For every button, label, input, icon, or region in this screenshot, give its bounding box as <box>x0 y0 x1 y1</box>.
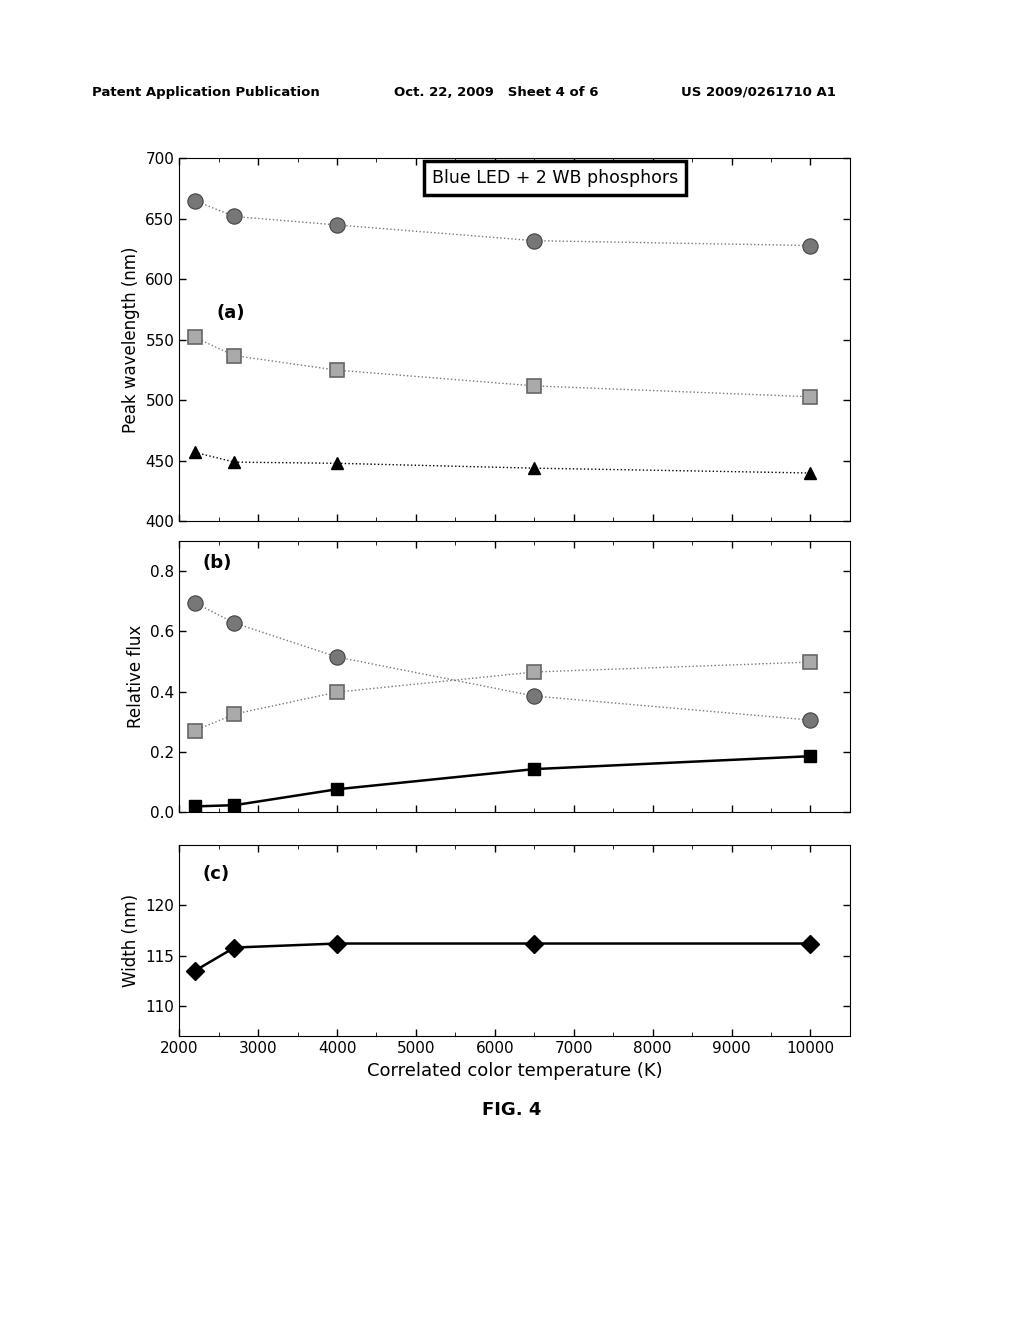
Text: (a): (a) <box>216 304 245 322</box>
Y-axis label: Peak wavelength (nm): Peak wavelength (nm) <box>122 247 140 433</box>
X-axis label: Correlated color temperature (K): Correlated color temperature (K) <box>367 1061 663 1080</box>
Y-axis label: Width (nm): Width (nm) <box>122 894 140 987</box>
Text: (b): (b) <box>203 554 232 573</box>
Text: FIG. 4: FIG. 4 <box>482 1101 542 1119</box>
Text: Oct. 22, 2009   Sheet 4 of 6: Oct. 22, 2009 Sheet 4 of 6 <box>394 86 599 99</box>
Text: US 2009/0261710 A1: US 2009/0261710 A1 <box>681 86 836 99</box>
Text: Blue LED + 2 WB phosphors: Blue LED + 2 WB phosphors <box>432 169 678 187</box>
Text: Patent Application Publication: Patent Application Publication <box>92 86 319 99</box>
Y-axis label: Relative flux: Relative flux <box>127 624 144 729</box>
Text: (c): (c) <box>203 865 229 883</box>
